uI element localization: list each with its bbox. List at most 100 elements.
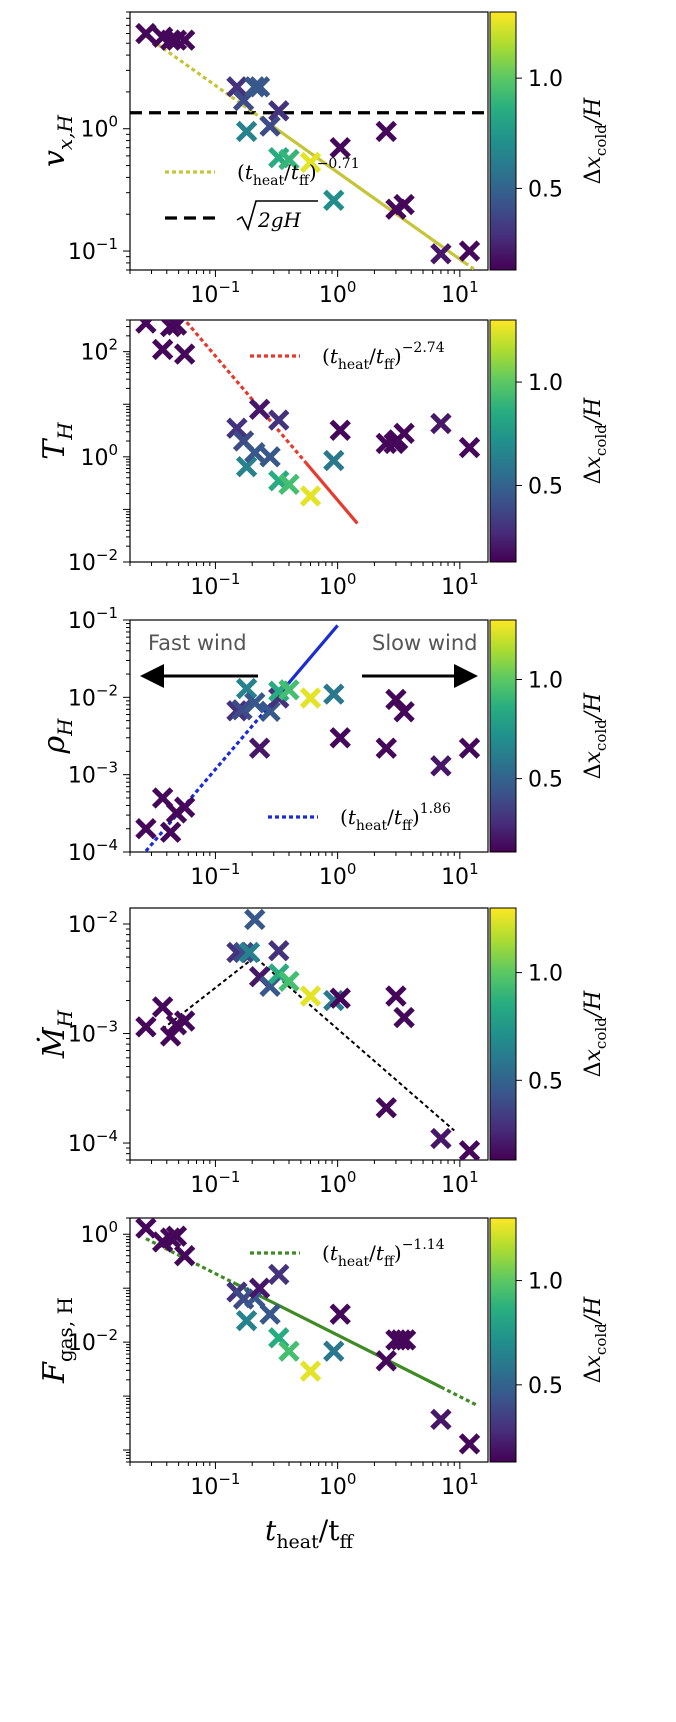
x-tick-label: 10−1 xyxy=(190,860,240,890)
x-tick-label: 10−1 xyxy=(190,570,240,600)
data-point xyxy=(323,683,345,705)
data-point xyxy=(278,148,300,171)
data-point xyxy=(135,320,157,334)
data-point xyxy=(259,1303,281,1325)
data-point xyxy=(173,796,196,818)
x-tick-label: 100 xyxy=(319,860,357,890)
data-point xyxy=(430,1127,452,1150)
y-tick-label: 10−4 xyxy=(68,836,118,866)
y-tick-label: 100 xyxy=(80,1218,118,1248)
plot-frame xyxy=(129,619,489,853)
x-tick-label: 101 xyxy=(441,1168,479,1198)
data-point xyxy=(430,243,452,265)
data-point xyxy=(165,320,188,336)
plot-frame xyxy=(129,11,489,271)
x-tick-label: 101 xyxy=(441,570,479,600)
panel-1: 10−1 100 10110−1100vx,H(theat/tff)−0.712gH… xyxy=(37,11,610,308)
y-tick-label: 10−3 xyxy=(68,759,118,789)
colorbar-tick-label: 0.5 xyxy=(528,1374,563,1399)
plot-area xyxy=(130,22,488,270)
plot-area xyxy=(135,1218,481,1455)
colorbar: 0.5 1.0 Δxcold/H xyxy=(489,1217,610,1463)
legend-label: (theat/tff)1.86 xyxy=(340,801,451,834)
data-point xyxy=(458,240,481,262)
fit-line-dotted xyxy=(182,320,308,464)
legend-label: (theat/tff)−1.14 xyxy=(322,1237,445,1270)
data-point xyxy=(165,1225,188,1247)
data-point xyxy=(268,409,290,431)
data-point xyxy=(458,1140,481,1160)
data-point xyxy=(299,1360,322,1382)
colorbar-tick-label: 1.0 xyxy=(528,67,563,92)
fit-line-solid xyxy=(269,123,466,265)
y-tick-label: 10−2 xyxy=(68,546,118,576)
y-tick-label: 10−1 xyxy=(68,235,118,265)
data-point xyxy=(375,120,397,143)
colorbar-tick-label: 1.0 xyxy=(528,1270,563,1295)
x-axis-label: theat/tff xyxy=(265,1514,354,1553)
legend-label: (theat/tff)−2.74 xyxy=(322,340,445,373)
data-point xyxy=(268,940,290,962)
data-point xyxy=(323,189,345,211)
colorbar-label: Δxcold/H xyxy=(581,990,610,1078)
colorbar-tick-label: 0.5 xyxy=(528,768,563,793)
y-tick-label: 10−4 xyxy=(68,1127,118,1157)
colorbar-gradient xyxy=(489,619,517,853)
guide-line xyxy=(162,955,455,1132)
data-point xyxy=(135,22,157,45)
colorbar-label: Δxcold/H xyxy=(581,1296,610,1384)
panel-3: 10−1 100 101 10−4 10−3 10−2 10−1 ρH (theat/tff)1… xyxy=(37,604,610,890)
data-point xyxy=(226,417,248,439)
data-point xyxy=(173,29,196,51)
y-axis-label: ρH xyxy=(37,718,77,755)
data-point xyxy=(151,996,174,1018)
data-point xyxy=(244,76,266,98)
data-point xyxy=(385,985,407,1007)
data-point xyxy=(393,422,415,444)
data-point xyxy=(375,737,397,759)
plot-area xyxy=(135,908,481,1160)
data-point xyxy=(299,151,322,174)
colorbar: 0.5 1.0 Δxcold/H xyxy=(489,11,610,271)
data-point xyxy=(226,76,248,98)
colorbar: 0.5 1.0 Δxcold/H xyxy=(489,907,610,1161)
data-point xyxy=(248,1277,271,1299)
data-point xyxy=(329,987,351,1009)
y-tick-label: 102 xyxy=(80,336,118,366)
data-point xyxy=(278,970,300,992)
colorbar-tick-label: 0.5 xyxy=(528,177,563,202)
colorbar-gradient xyxy=(489,11,517,271)
x-tick-label: 101 xyxy=(441,1470,479,1500)
data-point xyxy=(430,412,452,435)
data-point xyxy=(278,473,300,496)
data-point xyxy=(430,755,452,777)
legend-entry: (theat/tff)1.86 xyxy=(268,801,451,834)
data-point xyxy=(329,727,351,749)
legend-label: 2gH xyxy=(257,208,302,232)
data-point xyxy=(393,193,415,216)
data-point xyxy=(458,436,481,459)
data-point xyxy=(173,1010,196,1032)
fit-line-solid xyxy=(232,1281,442,1389)
data-point xyxy=(238,941,261,964)
data-point xyxy=(244,692,266,714)
colorbar-tick-label: 1.0 xyxy=(528,668,563,693)
data-point xyxy=(235,120,258,143)
data-point xyxy=(329,1303,351,1325)
legend-label: (theat/tff)−0.71 xyxy=(237,156,360,189)
data-point xyxy=(135,1218,157,1239)
y-tick-label: 100 xyxy=(80,113,118,143)
y-axis-label: TH xyxy=(37,422,77,460)
y-tick-label: 10−2 xyxy=(68,908,118,938)
data-point xyxy=(259,700,281,722)
slow-wind-label: Slow wind xyxy=(372,631,478,655)
colorbar-label: Δxcold/H xyxy=(581,397,610,485)
data-point xyxy=(159,1025,182,1047)
data-point xyxy=(159,821,182,843)
data-point xyxy=(244,1286,266,1309)
colorbar-tick-label: 1.0 xyxy=(528,962,563,987)
data-point xyxy=(235,677,258,700)
y-axis-label: ṀH xyxy=(36,1009,77,1059)
plot-frame xyxy=(129,1217,489,1463)
